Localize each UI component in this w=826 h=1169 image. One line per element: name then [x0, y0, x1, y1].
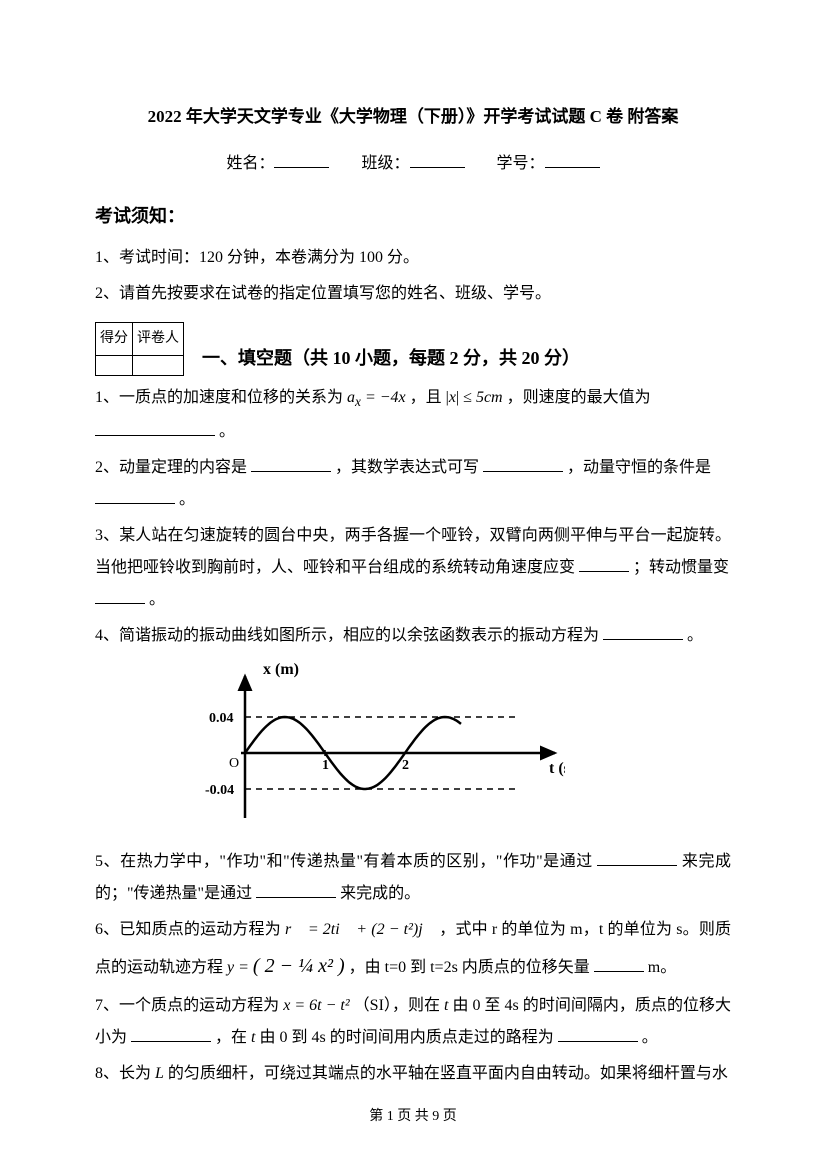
- name-label: 姓名：: [226, 155, 274, 172]
- q1-mid: ，且: [410, 389, 446, 406]
- q4-end: 。: [687, 627, 703, 644]
- q4-blank[interactable]: [603, 623, 683, 640]
- svg-text:0.04: 0.04: [209, 711, 234, 726]
- section-1-title: 一、填空题（共 10 小题，每题 2 分，共 20 分）: [202, 340, 580, 376]
- q6-formula-1: r⃗ = 2ti⃗ + (2 − t²)j⃗: [285, 921, 435, 938]
- q6-formula-2: y = ( 2 − ¼ x² ): [227, 959, 349, 976]
- q3-mid: ；转动惯量变: [633, 559, 729, 576]
- q3-blank-2[interactable]: [95, 587, 145, 604]
- q1-abs: |x| ≤ 5cm: [446, 389, 503, 406]
- footer-post: 页: [439, 1109, 457, 1124]
- q7-var-t2: t: [251, 1029, 255, 1046]
- class-label: 班级：: [361, 155, 409, 172]
- question-7: 7、一个质点的运动方程为 x = 6t − t² （SI），则在 t 由 0 至…: [95, 990, 731, 1054]
- q1-end: 。: [219, 423, 235, 440]
- q7-mid1: （SI），则在: [354, 997, 444, 1014]
- footer-mid: 页 共: [394, 1109, 433, 1124]
- q6-unit: m。: [648, 959, 676, 976]
- q1-post: ，则速度的最大值为: [507, 389, 651, 406]
- score-section-row: 得分 评卷人 一、填空题（共 10 小题，每题 2 分，共 20 分）: [95, 322, 731, 376]
- page-footer: 第 1 页 共 9 页: [0, 1103, 826, 1131]
- q6-blank[interactable]: [594, 955, 644, 972]
- id-label: 学号：: [497, 155, 545, 172]
- svg-text:x (m): x (m): [263, 661, 299, 678]
- score-cell[interactable]: [96, 356, 133, 376]
- student-info-line: 姓名： 班级： 学号：: [95, 148, 731, 180]
- question-4: 4、简谐振动的振动曲线如图所示，相应的以余弦函数表示的振动方程为 。: [95, 620, 731, 652]
- q2-blank-2[interactable]: [483, 455, 563, 472]
- q7-var-t1: t: [444, 997, 448, 1014]
- q1-pre: 1、一质点的加速度和位移的关系为: [95, 389, 343, 406]
- q6-pre: 6、已知质点的运动方程为: [95, 921, 285, 938]
- q7-blank-2[interactable]: [558, 1025, 638, 1042]
- q5-blank-2[interactable]: [256, 881, 336, 898]
- q2-end: 。: [179, 491, 195, 508]
- question-1: 1、一质点的加速度和位移的关系为 ax = −4x ，且 |x| ≤ 5cm ，…: [95, 382, 731, 448]
- question-6: 6、已知质点的运动方程为 r⃗ = 2ti⃗ + (2 − t²)j⃗ ，式中 …: [95, 914, 731, 986]
- footer-page: 1: [387, 1109, 394, 1124]
- q5-end: 来完成的。: [340, 885, 420, 902]
- score-header-score: 得分: [96, 323, 133, 356]
- svg-text:2: 2: [402, 758, 409, 773]
- q2-mid2: ，动量守恒的条件是: [567, 459, 711, 476]
- question-2: 2、动量定理的内容是 ，其数学表达式可写 ，动量守恒的条件是 。: [95, 452, 731, 516]
- q8-text: 的匀质细杆，可绕过其端点的水平轴在竖直平面内自由转动。如果将细杆置与水: [168, 1065, 728, 1082]
- q8-var-L: L: [155, 1065, 164, 1082]
- q3-end: 。: [149, 591, 165, 608]
- q3-blank-1[interactable]: [579, 555, 629, 572]
- q2-pre: 2、动量定理的内容是: [95, 459, 247, 476]
- q2-mid: ，其数学表达式可写: [335, 459, 479, 476]
- q7-end: 。: [642, 1029, 658, 1046]
- q7-mid3: ，在: [215, 1029, 251, 1046]
- q6-mid2: ，由 t=0 到 t=2s 内质点的位移矢量: [349, 959, 590, 976]
- class-blank[interactable]: [410, 150, 465, 168]
- q5-blank-1[interactable]: [597, 849, 677, 866]
- oscillation-graph-svg: x (m) t (s) 0.04 -0.04 O 1 2: [205, 658, 565, 828]
- q4-text: 4、简谐振动的振动曲线如图所示，相应的以余弦函数表示的振动方程为: [95, 627, 599, 644]
- q4-graph: x (m) t (s) 0.04 -0.04 O 1 2: [205, 658, 731, 840]
- notice-line-2: 2、请首先按要求在试卷的指定位置填写您的姓名、班级、学号。: [95, 278, 731, 310]
- q5-pre: 5、在热力学中，"作功"和"传递热量"有着本质的区别，"作功"是通过: [95, 853, 593, 870]
- svg-text:1: 1: [322, 758, 329, 773]
- q1-formula: ax = −4x: [347, 389, 406, 406]
- svg-text:-0.04: -0.04: [205, 783, 234, 798]
- score-header-grader: 评卷人: [133, 323, 184, 356]
- question-5: 5、在热力学中，"作功"和"传递热量"有着本质的区别，"作功"是通过 来完成的；…: [95, 846, 731, 910]
- question-8: 8、长为 L 的匀质细杆，可绕过其端点的水平轴在竖直平面内自由转动。如果将细杆置…: [95, 1058, 731, 1090]
- q2-blank-3[interactable]: [95, 487, 175, 504]
- svg-text:t (s): t (s): [549, 760, 565, 777]
- footer-pre: 第: [369, 1109, 387, 1124]
- q7-formula: x = 6t − t²: [283, 997, 349, 1014]
- q2-blank-1[interactable]: [251, 455, 331, 472]
- q7-mid4: 由 0 到 4s 的时间间用内质点走过的路程为: [259, 1029, 553, 1046]
- score-table: 得分 评卷人: [95, 322, 184, 376]
- q8-pre: 8、长为: [95, 1065, 155, 1082]
- id-blank[interactable]: [545, 150, 600, 168]
- svg-text:O: O: [229, 756, 239, 771]
- notice-line-1: 1、考试时间：120 分钟，本卷满分为 100 分。: [95, 242, 731, 274]
- notice-header: 考试须知：: [95, 198, 731, 234]
- name-blank[interactable]: [274, 150, 329, 168]
- exam-title: 2022 年大学天文学专业《大学物理（下册）》开学考试试题 C 卷 附答案: [95, 100, 731, 134]
- q1-blank[interactable]: [95, 419, 215, 436]
- grader-cell[interactable]: [133, 356, 184, 376]
- question-3: 3、某人站在匀速旋转的圆台中央，两手各握一个哑铃，双臂向两侧平伸与平台一起旋转。…: [95, 520, 731, 616]
- q7-pre: 7、一个质点的运动方程为: [95, 997, 283, 1014]
- q7-blank-1[interactable]: [131, 1025, 211, 1042]
